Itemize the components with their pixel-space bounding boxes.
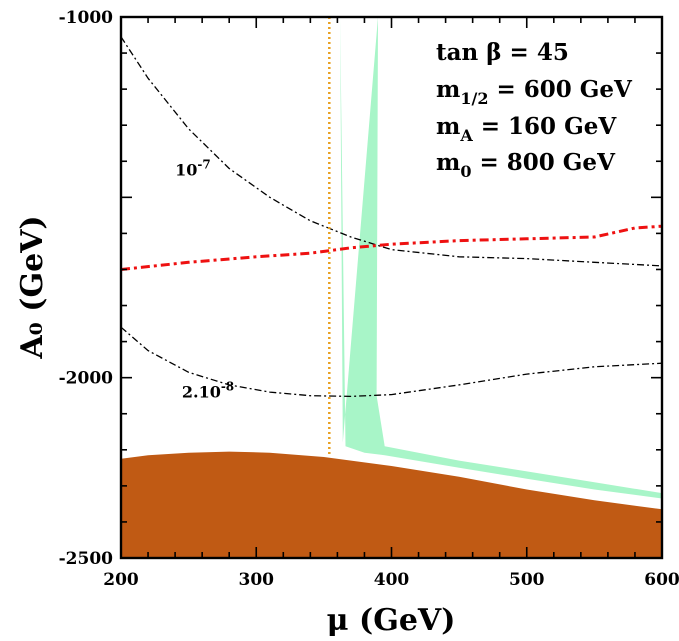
series-red-dash-dot-boundary <box>121 224 662 271</box>
annotation-line-3: mA = 160 GeV <box>436 113 617 145</box>
contour-label-1-exponent: -8 <box>221 380 234 394</box>
x-axis-title: μ (GeV) <box>327 603 456 638</box>
contour-label-0-base: 10 <box>175 161 197 180</box>
series-10-7-contour <box>121 36 662 267</box>
series-2-10-8-contour <box>121 326 662 398</box>
annotation-line-3-base: m <box>436 113 460 140</box>
y-axis-title: A₀ (GeV) <box>15 215 50 359</box>
x-tick-label-500: 500 <box>509 570 545 590</box>
series-excluded-region <box>121 451 662 558</box>
annotation-line-4-sub: 0 <box>460 162 471 181</box>
labels-layer: 200 300 400 500 600 -2500 -2000 -1000 10-7 2.10-8 <box>59 8 679 590</box>
annotation-line-4-base: m <box>436 149 460 176</box>
contour-label-1: 2.10-8 <box>182 380 234 402</box>
plot-frame <box>119 15 664 560</box>
y-tick-label-1000: -1000 <box>59 8 114 28</box>
y-tick-label-2000: -2000 <box>59 369 114 389</box>
contour-label-1-base: 2.10 <box>182 383 221 402</box>
plot-layer <box>121 17 662 558</box>
annotation-line-2-base: m <box>436 76 460 103</box>
x-tick-label-200: 200 <box>103 570 139 590</box>
annotation-line-1: tan β = 45 <box>436 39 569 66</box>
x-tick-label-600: 600 <box>644 570 679 590</box>
annotation-line-2-rest: = 600 GeV <box>488 76 633 103</box>
annotation-line-4: m0 = 800 GeV <box>436 149 616 181</box>
x-tick-label-300: 300 <box>239 570 275 590</box>
y-tick-label-2500: -2500 <box>59 549 114 569</box>
x-tick-label-400: 400 <box>374 570 410 590</box>
parameter-annotation: tan β = 45 m1/2 = 600 GeV mA = 160 GeV m… <box>436 39 633 181</box>
series-cosmological-band <box>340 17 662 499</box>
annotation-line-3-sub: A <box>459 126 473 145</box>
annotation-line-2: m1/2 = 600 GeV <box>436 76 633 108</box>
annotation-line-4-rest: = 800 GeV <box>471 149 616 176</box>
contour-label-0-exponent: -7 <box>197 158 210 172</box>
contour-label-0: 10-7 <box>175 158 211 180</box>
annotation-line-2-sub: 1/2 <box>460 89 488 108</box>
annotation-line-3-rest: = 160 GeV <box>473 113 618 140</box>
